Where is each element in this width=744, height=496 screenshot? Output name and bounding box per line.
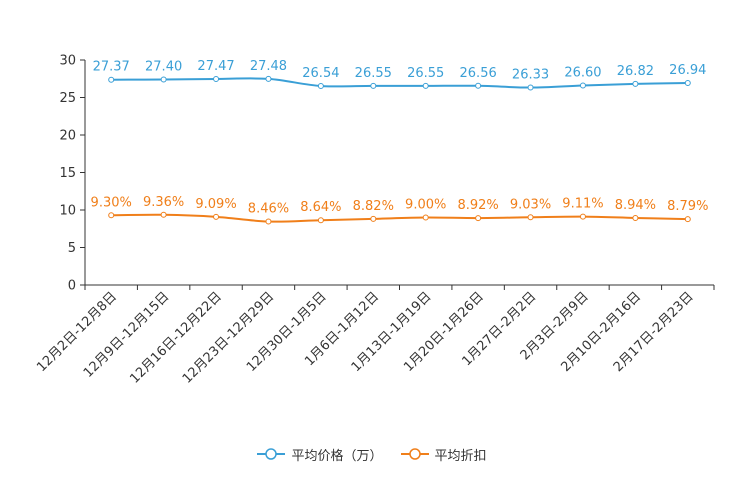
data-point[interactable] xyxy=(632,80,639,87)
data-label: 9.36% xyxy=(143,195,184,210)
data-point[interactable] xyxy=(160,211,167,218)
data-point[interactable] xyxy=(317,217,324,224)
data-label: 8.64% xyxy=(300,200,341,215)
data-point[interactable] xyxy=(265,75,272,82)
data-label: 26.56 xyxy=(460,66,497,81)
y-tick-label: 15 xyxy=(59,166,76,181)
data-label: 8.46% xyxy=(248,202,289,217)
data-point[interactable] xyxy=(422,214,429,221)
data-point[interactable] xyxy=(370,82,377,89)
data-label: 8.79% xyxy=(667,199,708,214)
data-point[interactable] xyxy=(579,213,586,220)
series-price: 27.37 27.40 27.47 27.48 26.54 26.55 26.55 26.56… xyxy=(93,59,706,91)
data-point[interactable] xyxy=(527,214,534,221)
data-point[interactable] xyxy=(475,215,482,222)
data-label: 26.55 xyxy=(355,66,392,81)
legend-price-marker-icon xyxy=(257,448,286,460)
series-discount: 9.30% 9.36% 9.09% 8.46% 8.64% 8.82% 9.00% 8.92%… xyxy=(91,195,708,225)
data-point[interactable] xyxy=(579,82,586,89)
data-label: 26.82 xyxy=(617,64,654,79)
y-tick-label: 5 xyxy=(68,241,76,256)
data-label: 8.94% xyxy=(615,198,656,213)
data-point[interactable] xyxy=(213,213,220,220)
data-point[interactable] xyxy=(108,76,115,83)
data-label: 27.40 xyxy=(145,60,182,75)
legend: 平均价格（万） 平均折扣 xyxy=(0,444,744,464)
data-point[interactable] xyxy=(160,76,167,83)
data-label: 9.09% xyxy=(195,197,236,212)
y-tick-label: 30 xyxy=(59,54,76,69)
x-tick-label: 12月16日-12月22日 xyxy=(127,289,224,386)
data-label: 8.92% xyxy=(457,198,498,213)
y-tick-label: 10 xyxy=(59,204,76,219)
data-point[interactable] xyxy=(265,218,272,225)
x-tick-label: 12月23日-12月29日 xyxy=(180,289,277,386)
data-point[interactable] xyxy=(684,216,691,223)
data-point[interactable] xyxy=(684,79,691,86)
data-label: 27.48 xyxy=(250,59,287,74)
y-tick-label: 0 xyxy=(68,279,76,294)
data-label: 27.47 xyxy=(197,59,234,74)
data-label: 9.11% xyxy=(562,197,603,212)
data-label: 26.94 xyxy=(669,63,706,78)
y-tick-label: 25 xyxy=(59,91,76,106)
series-layer: 27.37 27.40 27.47 27.48 26.54 26.55 26.55 26.56… xyxy=(91,59,708,225)
data-point[interactable] xyxy=(527,84,534,91)
legend-item-price[interactable]: 平均价格（万） xyxy=(257,445,383,464)
series-line xyxy=(111,213,688,223)
data-point[interactable] xyxy=(370,215,377,222)
data-label: 26.54 xyxy=(302,66,339,81)
legend-discount-label: 平均折扣 xyxy=(434,448,487,464)
data-label: 9.03% xyxy=(510,197,551,212)
line-chart: 0 5 10 15 20 25 30 12月2日-12月8日12月9日-12月15日12月1… xyxy=(34,54,715,387)
data-label: 26.55 xyxy=(407,66,444,81)
data-point[interactable] xyxy=(632,214,639,221)
y-axis: 0 5 10 15 20 25 30 xyxy=(59,54,86,294)
series-line xyxy=(111,77,688,89)
data-point[interactable] xyxy=(475,82,482,89)
data-label: 9.30% xyxy=(91,195,132,210)
data-label: 27.37 xyxy=(93,60,130,75)
data-point[interactable] xyxy=(108,212,115,219)
legend-item-discount[interactable]: 平均折扣 xyxy=(400,445,487,464)
x-axis: 12月2日-12月8日12月9日-12月15日12月16日-12月22日12月2… xyxy=(34,284,715,387)
data-point[interactable] xyxy=(317,82,324,89)
data-label: 26.33 xyxy=(512,68,549,83)
legend-price-label: 平均价格（万） xyxy=(291,448,383,464)
data-label: 26.60 xyxy=(564,66,601,81)
data-point[interactable] xyxy=(213,75,220,82)
data-label: 9.00% xyxy=(405,198,446,213)
data-label: 8.82% xyxy=(353,199,394,214)
y-tick-label: 20 xyxy=(59,129,76,144)
data-point[interactable] xyxy=(422,82,429,89)
legend-discount-marker-icon xyxy=(400,448,429,460)
